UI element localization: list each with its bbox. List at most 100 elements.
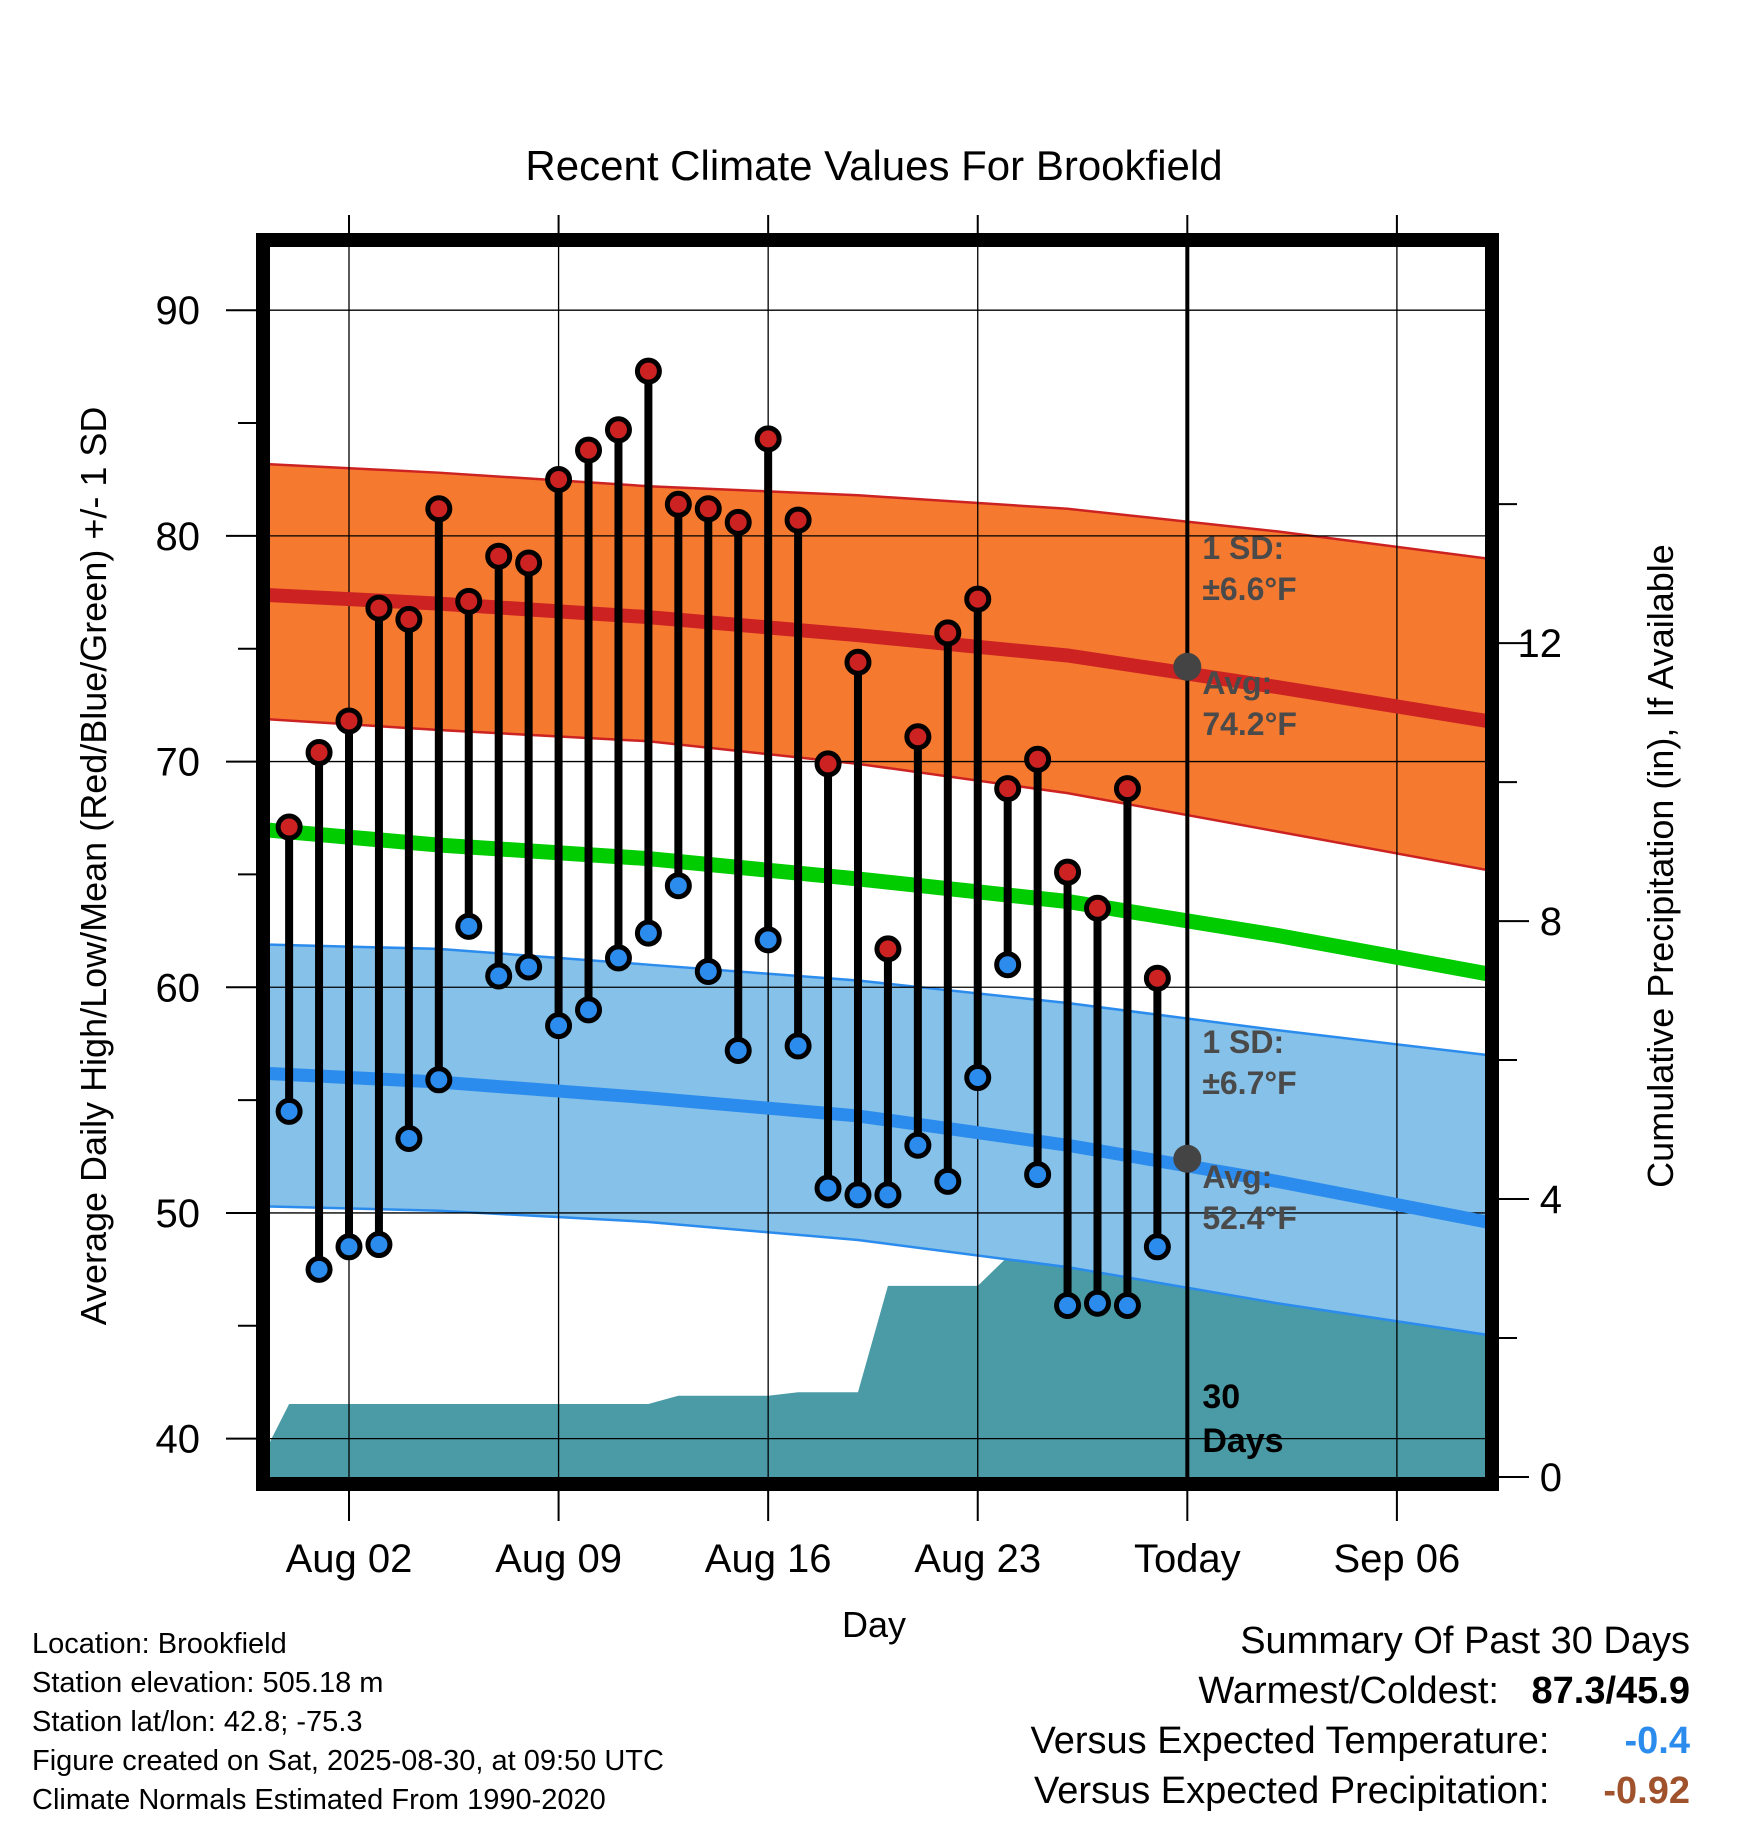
x-tick-label: Aug 23: [914, 1537, 1041, 1581]
high-point: [575, 436, 603, 464]
low-point: [305, 1255, 333, 1283]
plot-inner: 1 SD: ±6.6°F Avg: 74.2°F 1 SD: ±6.7°F Avg: 52.4…: [270, 247, 1485, 1477]
low-point: [335, 1233, 363, 1261]
y2-tick-label: 0: [1540, 1456, 1562, 1500]
high-point: [545, 465, 573, 493]
low-point: [634, 919, 662, 947]
high-point: [934, 619, 962, 647]
low-point: [575, 996, 603, 1024]
high-sd-value: ±6.6°F: [1202, 571, 1296, 607]
low-point: [365, 1231, 393, 1259]
x-tick-label: Today: [1134, 1537, 1241, 1581]
low-point: [994, 951, 1022, 979]
summary-temp-value: -0.4: [1624, 1720, 1690, 1762]
y-tick-label: 70: [156, 741, 201, 785]
high-point: [694, 495, 722, 523]
info-elevation: Station elevation: 505.18 m: [32, 1667, 384, 1699]
high-point: [964, 585, 992, 613]
low-sd-value: ±6.7°F: [1202, 1065, 1296, 1101]
low-point: [1024, 1161, 1052, 1189]
high-point: [634, 357, 662, 385]
summary-precip-label: Versus Expected Precipitation:: [1034, 1770, 1550, 1812]
chart-title: Recent Climate Values For Brookfield: [525, 142, 1222, 189]
high-avg-label: Avg:: [1202, 665, 1272, 701]
high-sd-label: 1 SD:: [1202, 530, 1284, 566]
info-location: Location: Brookfield: [32, 1628, 287, 1660]
y-tick-label: 50: [156, 1192, 201, 1236]
y-tick-label: 60: [156, 966, 201, 1010]
high-point: [395, 605, 423, 633]
low-point: [784, 1032, 812, 1060]
low-point: [1084, 1289, 1111, 1317]
high-point: [485, 542, 513, 570]
low-point: [844, 1181, 872, 1209]
today-low-avg-marker: [1173, 1144, 1202, 1173]
y2-axis-title: Cumulative Precipitation (in), If Availa…: [1640, 544, 1681, 1188]
high-point: [425, 495, 453, 523]
days-word-label: Days: [1202, 1422, 1283, 1460]
high-band-upper-edge: [270, 462, 1485, 560]
summary-precip-value: -0.92: [1603, 1770, 1690, 1812]
low-sd-band: [270, 944, 1485, 1335]
low-avg-label: Avg:: [1202, 1159, 1272, 1195]
low-point: [694, 957, 722, 985]
low-point: [545, 1012, 573, 1040]
low-point: [1113, 1291, 1141, 1319]
y2-tick-label: 8: [1540, 900, 1562, 944]
low-point: [1054, 1291, 1082, 1319]
low-point: [874, 1181, 902, 1209]
precipitation-area: [270, 1239, 1485, 1477]
high-point: [365, 594, 393, 622]
info-normals: Climate Normals Estimated From 1990-2020: [32, 1784, 606, 1816]
summary-warmest-value: 87.3/45.9: [1531, 1670, 1690, 1712]
today-high-avg-marker: [1173, 652, 1202, 681]
x-tick-label: Sep 06: [1334, 1537, 1461, 1581]
low-point: [664, 872, 692, 900]
low-point: [1143, 1233, 1171, 1261]
x-axis-title: Day: [842, 1604, 906, 1645]
high-point: [275, 813, 303, 841]
high-point: [754, 425, 782, 453]
high-point: [604, 416, 632, 444]
high-point: [844, 648, 872, 676]
x-tick-label: Aug 02: [286, 1537, 413, 1581]
days-number-label: 30: [1202, 1378, 1240, 1416]
low-point: [904, 1131, 932, 1159]
summary-temp-row: Versus Expected Temperature: -0.4: [1031, 1720, 1690, 1763]
high-point: [724, 508, 752, 536]
high-point: [814, 750, 842, 778]
high-point: [874, 935, 902, 963]
low-sd-label: 1 SD:: [1202, 1024, 1284, 1060]
high-point: [455, 587, 483, 615]
low-point: [395, 1124, 423, 1152]
high-point: [1024, 745, 1052, 773]
low-point: [814, 1174, 842, 1202]
high-point: [904, 723, 932, 751]
y-tick-label: 80: [156, 515, 201, 559]
high-point: [1054, 858, 1082, 886]
high-avg-value: 74.2°F: [1202, 706, 1297, 742]
low-point: [425, 1066, 453, 1094]
x-tick-label: Aug 09: [495, 1537, 622, 1581]
low-point: [515, 953, 543, 981]
high-point: [994, 775, 1022, 803]
high-point: [784, 506, 812, 534]
info-latlon: Station lat/lon: 42.8; -75.3: [32, 1706, 363, 1738]
high-point: [515, 549, 543, 577]
high-point: [664, 490, 692, 518]
y2-tick-label: 4: [1540, 1178, 1562, 1222]
summary-heading: Summary Of Past 30 Days: [1240, 1620, 1690, 1662]
high-point: [1084, 894, 1111, 922]
low-point: [934, 1167, 962, 1195]
y-axis-title: Average Daily High/Low/Mean (Red/Blue/Gr…: [73, 407, 114, 1326]
y-tick-label: 40: [156, 1418, 201, 1462]
plot-frame: [256, 233, 1499, 1491]
summary-warmest-row: Warmest/Coldest: 87.3/45.9: [1198, 1670, 1690, 1713]
summary-temp-label: Versus Expected Temperature:: [1030, 1720, 1550, 1762]
low-point: [754, 926, 782, 954]
low-point: [724, 1036, 752, 1064]
summary-warmest-label: Warmest/Coldest:: [1198, 1670, 1499, 1712]
low-band-lower-edge: [270, 1205, 1485, 1336]
y2-tick-label: 12: [1518, 622, 1563, 666]
